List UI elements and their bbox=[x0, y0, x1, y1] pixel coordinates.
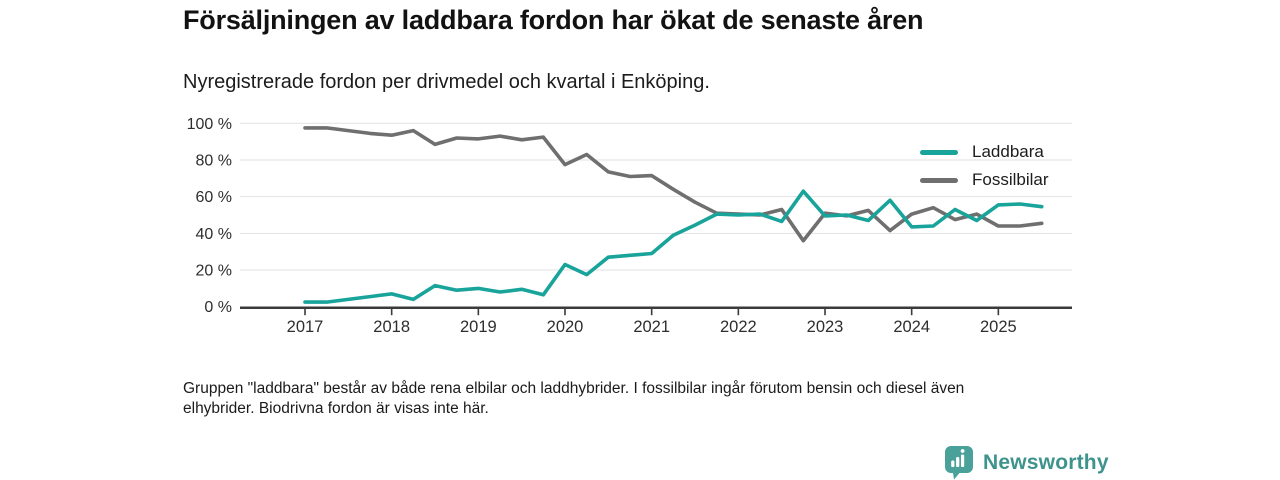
legend-label: Fossilbilar bbox=[972, 170, 1049, 189]
chart-footnote: Gruppen "laddbara" består av både rena e… bbox=[183, 379, 1083, 418]
chart-title: Försäljningen av laddbara fordon har öka… bbox=[183, 5, 924, 35]
x-axis-label: 2021 bbox=[633, 318, 670, 336]
x-axis-label: 2025 bbox=[980, 318, 1017, 336]
legend-label: Laddbara bbox=[972, 142, 1044, 161]
chart-subtitle: Nyregistrerade fordon per drivmedel och … bbox=[183, 71, 710, 93]
x-axis-label: 2022 bbox=[720, 318, 757, 336]
y-axis-label: 20 % bbox=[196, 263, 232, 280]
legend-item-fossilbilar: Fossilbilar bbox=[920, 166, 1049, 194]
y-axis-label: 40 % bbox=[196, 226, 232, 243]
x-axis-label: 2019 bbox=[460, 318, 497, 336]
legend-item-laddbara: Laddbara bbox=[920, 138, 1049, 166]
fossilbilar-line-swatch-icon bbox=[920, 177, 958, 183]
series-line-fossilbilar bbox=[303, 126, 1044, 243]
y-axis-label: 80 % bbox=[196, 152, 232, 169]
footnote-line: Gruppen "laddbara" består av både rena e… bbox=[183, 380, 965, 397]
chart-legend: Laddbara Fossilbilar bbox=[920, 138, 1049, 194]
footnote-line: elhybrider. Biodrivna fordon är visas in… bbox=[183, 399, 489, 417]
y-axis-label: 0 % bbox=[204, 299, 232, 316]
newsworthy-bubble-chart-icon bbox=[945, 446, 973, 480]
y-axis-label: 60 % bbox=[196, 189, 232, 206]
newsworthy-logo-text: Newsworthy bbox=[983, 450, 1109, 474]
y-axis-label: 100 % bbox=[187, 116, 232, 133]
series-line-laddbara bbox=[303, 189, 1044, 304]
newsworthy-logo[interactable]: Newsworthy bbox=[944, 445, 1109, 480]
x-axis-label: 2017 bbox=[287, 318, 324, 336]
laddbara-line-swatch-icon bbox=[920, 149, 958, 155]
x-axis-label: 2024 bbox=[893, 318, 930, 336]
x-axis-label: 2020 bbox=[547, 318, 584, 336]
x-axis-label: 2018 bbox=[373, 318, 410, 336]
x-axis-label: 2023 bbox=[807, 318, 844, 336]
